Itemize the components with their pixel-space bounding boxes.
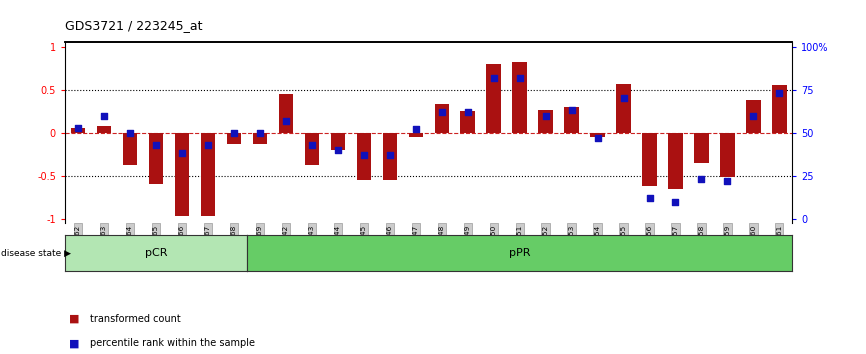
Bar [539,109,553,133]
Bar [149,133,163,184]
Bar [357,133,371,180]
Bar [71,129,85,133]
Bar [175,133,189,216]
Point [383,152,397,158]
Point [357,152,371,158]
Point [591,135,604,141]
Bar [669,133,682,189]
Point [201,142,215,148]
Bar [201,133,215,216]
Point [772,90,786,96]
Point [539,113,553,118]
Bar [253,133,267,144]
Point [643,195,656,201]
Bar [487,64,501,133]
Point [487,75,501,81]
Point [409,126,423,132]
Point [227,130,241,136]
Text: pCR: pCR [145,248,167,258]
Point [279,118,293,124]
Bar [746,100,760,133]
Point [97,113,111,118]
Point [461,109,475,115]
Bar [331,133,345,150]
Point [695,176,708,182]
Text: ■: ■ [69,338,80,348]
Bar [565,107,578,133]
Bar [279,94,293,133]
Bar [695,133,708,163]
Bar [383,133,397,180]
Bar [721,133,734,177]
Bar [409,133,423,137]
Text: percentile rank within the sample: percentile rank within the sample [90,338,255,348]
Text: transformed count: transformed count [90,314,181,324]
Bar [617,84,630,133]
Point [175,150,189,156]
Point [513,75,527,81]
Point [149,142,163,148]
Bar [643,133,656,186]
Point [746,113,760,118]
Bar [772,85,786,133]
Point [305,142,319,148]
Point [617,96,630,101]
Bar [461,111,475,133]
Point [71,125,85,130]
Point [331,147,345,153]
Point [253,130,267,136]
Text: pPR: pPR [509,248,530,258]
Point [721,178,734,184]
Bar [97,126,111,133]
Point [123,130,137,136]
Bar [513,62,527,133]
Point [565,108,578,113]
Point [669,199,682,204]
Bar [591,133,604,137]
Bar [123,133,137,165]
Text: disease state ▶: disease state ▶ [1,249,71,258]
Bar [305,133,319,165]
Point [435,109,449,115]
Text: ■: ■ [69,314,80,324]
Bar [435,104,449,133]
Text: GDS3721 / 223245_at: GDS3721 / 223245_at [65,19,203,32]
Bar [227,133,241,144]
